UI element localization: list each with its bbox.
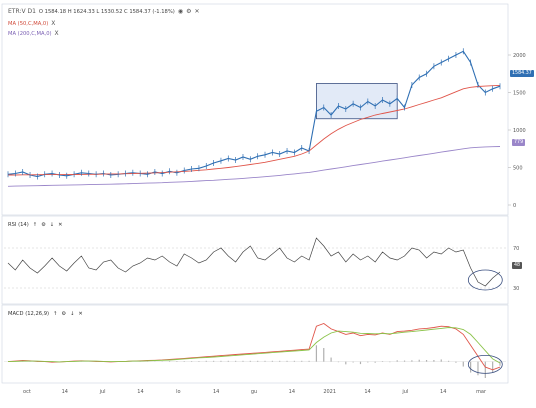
x-tick-label: gu — [251, 389, 257, 395]
ma200-label: MA (200,C,MA,0) — [8, 30, 52, 37]
x-tick-label: 14 — [364, 389, 370, 395]
rsi-last-tag: 48 — [512, 262, 523, 269]
ma200-legend: MA (200,C,MA,0) X — [8, 30, 59, 37]
y-tick-label: 1000 — [513, 128, 526, 134]
x-tick-label: mar — [476, 389, 487, 395]
y-tick-label: 1500 — [513, 91, 526, 97]
ma200-price-tag: 779 — [512, 139, 526, 146]
macd-legend: MACD (12,26,9) ↑ ⚙ ↓ ✕ — [8, 311, 83, 317]
rsi-legend: RSI (14) ↑ ⚙ ↓ ✕ — [8, 222, 62, 228]
close-icon[interactable]: ✕ — [194, 8, 200, 15]
x-tick-label: lo — [176, 389, 180, 395]
x-tick-label: jul — [401, 389, 408, 395]
macd-label: MACD (12,26,9) — [8, 311, 50, 317]
ma50-close-icon[interactable]: X — [51, 20, 56, 27]
series-line-signal — [7, 327, 501, 364]
arrow-down-icon[interactable]: ↓ — [49, 222, 55, 228]
y-tick-label: 2000 — [513, 53, 526, 59]
main-panel-border — [1, 3, 509, 216]
arrow-up-icon[interactable]: ↑ — [53, 311, 58, 317]
macd-panel — [4, 322, 506, 378]
x-tick-label: 14 — [213, 389, 219, 395]
series-line-ma200 — [7, 146, 501, 187]
x-tick-label: 14 — [137, 389, 143, 395]
arrow-up-icon[interactable]: ↑ — [32, 222, 38, 228]
x-tick-label: jul — [99, 389, 106, 395]
rsi-level-label: 70 — [513, 246, 519, 252]
settings-icon[interactable]: ⚙ — [186, 8, 192, 15]
rsi-level-label: 30 — [513, 286, 519, 292]
ohlc-readout: O 1584.18 H 1624.33 L 1530.52 C 1584.37 … — [38, 8, 175, 15]
ma50-legend: MA (50,C,MA,0) X — [8, 20, 55, 27]
eye-icon[interactable]: ◉ — [177, 8, 184, 15]
x-tick-label: 14 — [440, 389, 446, 395]
macd-panel-border — [1, 304, 509, 384]
series-line-rsi — [7, 237, 501, 287]
header-legend: ETR:V D1 O 1584.18 H 1624.33 L 1530.52 C… — [8, 8, 200, 15]
rsi-ellipse-annotation — [467, 269, 503, 291]
ma50-label: MA (50,C,MA,0) — [8, 20, 49, 27]
rsi-label: RSI (14) — [8, 222, 29, 228]
close-icon[interactable]: ✕ — [58, 222, 63, 228]
x-tick-label: 14 — [289, 389, 295, 395]
close-icon[interactable]: ✕ — [78, 311, 83, 317]
x-axis: oct 14 jul 14 lo 14 gu 14 2021 14 jul 14 mar — [23, 389, 487, 395]
ma200-close-icon[interactable]: X — [54, 30, 59, 37]
series-line-ma50 — [8, 84, 501, 176]
x-tick-label: 2021 — [323, 389, 336, 395]
macd-ellipse-annotation — [467, 354, 503, 374]
last-price-tag: 1584.37 — [510, 70, 534, 77]
y-tick-label: 500 — [513, 166, 523, 172]
y-tick-label: 0 — [513, 203, 516, 209]
arrow-down-icon[interactable]: ↓ — [70, 311, 75, 317]
rsi-panel: 70 30 — [4, 237, 519, 292]
main-price-panel: 2000 1500 1000 500 0 — [7, 48, 526, 209]
settings-icon[interactable]: ⚙ — [41, 222, 46, 228]
settings-icon[interactable]: ⚙ — [61, 311, 67, 317]
rsi-panel-border — [1, 215, 509, 305]
symbol-label: ETR:V D1 — [8, 8, 36, 15]
series-line-price — [7, 50, 501, 178]
x-tick-label: 14 — [62, 389, 68, 395]
x-tick-label: oct — [23, 389, 31, 395]
